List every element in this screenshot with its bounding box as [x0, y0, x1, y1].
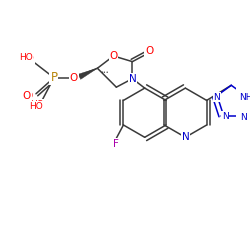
Text: N: N: [240, 112, 246, 122]
Text: O: O: [70, 73, 78, 83]
Text: N: N: [214, 92, 220, 102]
Text: O: O: [24, 91, 32, 101]
Text: F: F: [113, 139, 119, 149]
Text: P: P: [50, 71, 58, 84]
Text: NH: NH: [239, 92, 250, 102]
Polygon shape: [78, 68, 98, 79]
Text: O: O: [145, 46, 154, 56]
Text: O: O: [145, 46, 154, 56]
Text: HO: HO: [20, 54, 34, 63]
Text: O: O: [109, 51, 118, 61]
Text: N: N: [128, 74, 136, 84]
Text: P: P: [51, 73, 57, 83]
Text: HO: HO: [19, 53, 32, 62]
Text: N: N: [128, 74, 136, 84]
Text: N: N: [222, 112, 228, 120]
Text: O: O: [109, 51, 118, 61]
Text: •••: •••: [100, 70, 109, 76]
Text: HO: HO: [30, 100, 44, 109]
Text: N: N: [182, 132, 189, 142]
Text: HO: HO: [29, 102, 43, 110]
Text: O: O: [70, 73, 78, 83]
Text: O: O: [22, 91, 30, 101]
